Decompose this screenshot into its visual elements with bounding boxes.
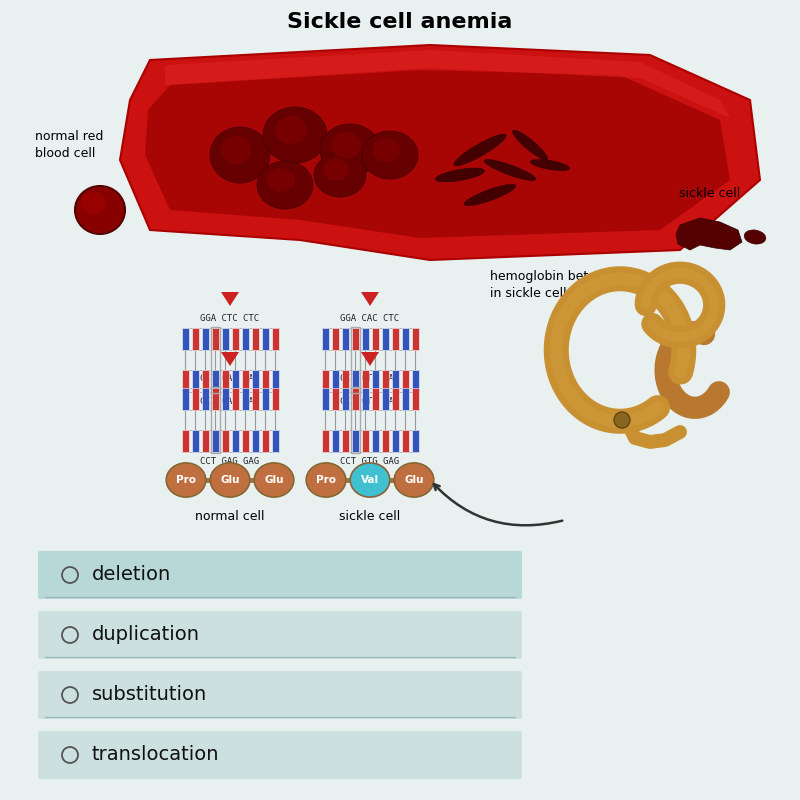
FancyBboxPatch shape [271,328,278,350]
FancyBboxPatch shape [38,551,522,599]
Polygon shape [361,292,379,306]
Text: duplication: duplication [92,626,200,645]
FancyBboxPatch shape [211,430,218,452]
FancyBboxPatch shape [191,388,198,410]
FancyBboxPatch shape [342,430,349,452]
Text: hemoglobin beta chain
in sickle cell: hemoglobin beta chain in sickle cell [490,270,634,300]
FancyBboxPatch shape [191,370,198,392]
FancyBboxPatch shape [362,388,369,410]
Polygon shape [165,50,730,118]
Text: GGA CAC CTC: GGA CAC CTC [341,314,399,323]
FancyBboxPatch shape [222,430,229,452]
Ellipse shape [306,463,346,497]
FancyBboxPatch shape [251,370,258,392]
FancyBboxPatch shape [231,370,238,392]
Text: normal cell: normal cell [195,510,265,523]
FancyBboxPatch shape [391,370,398,392]
FancyBboxPatch shape [402,430,409,452]
FancyBboxPatch shape [402,370,409,392]
FancyBboxPatch shape [371,430,378,452]
FancyBboxPatch shape [211,388,218,410]
FancyBboxPatch shape [322,430,329,452]
FancyBboxPatch shape [362,370,369,392]
Ellipse shape [362,131,418,179]
FancyBboxPatch shape [331,388,338,410]
Ellipse shape [394,463,434,497]
Text: CCT GTG GAG: CCT GTG GAG [341,374,399,383]
FancyBboxPatch shape [222,388,229,410]
FancyBboxPatch shape [182,430,189,452]
Ellipse shape [210,127,270,183]
Text: translocation: translocation [92,746,219,765]
FancyBboxPatch shape [231,430,238,452]
FancyBboxPatch shape [411,328,418,350]
Ellipse shape [484,159,536,181]
FancyBboxPatch shape [271,370,278,392]
Text: Glu: Glu [220,475,240,485]
Text: substitution: substitution [92,686,207,705]
Ellipse shape [314,153,366,197]
FancyBboxPatch shape [262,430,269,452]
Polygon shape [120,45,760,260]
FancyBboxPatch shape [191,430,198,452]
Text: Glu: Glu [404,475,424,485]
FancyBboxPatch shape [382,328,389,350]
Text: CCT GAG GAG: CCT GAG GAG [201,397,259,406]
FancyBboxPatch shape [242,430,249,452]
Text: CCT GTG GAG: CCT GTG GAG [341,457,399,466]
FancyBboxPatch shape [222,328,229,350]
FancyBboxPatch shape [331,328,338,350]
FancyBboxPatch shape [222,370,229,392]
Polygon shape [361,352,379,366]
FancyBboxPatch shape [351,370,358,392]
FancyBboxPatch shape [251,328,258,350]
Ellipse shape [320,124,380,176]
Ellipse shape [166,463,206,497]
Text: Sickle cell anemia: Sickle cell anemia [287,12,513,32]
Ellipse shape [530,159,570,170]
Ellipse shape [744,230,766,244]
FancyBboxPatch shape [402,328,409,350]
Text: sickle cell: sickle cell [339,510,401,523]
FancyBboxPatch shape [202,370,209,392]
Polygon shape [221,352,239,366]
Ellipse shape [257,161,313,209]
Text: Glu: Glu [264,475,284,485]
Ellipse shape [275,116,307,144]
FancyBboxPatch shape [38,731,522,779]
FancyBboxPatch shape [371,370,378,392]
Ellipse shape [435,168,485,182]
FancyBboxPatch shape [211,328,218,350]
Ellipse shape [350,463,390,497]
FancyBboxPatch shape [331,370,338,392]
Ellipse shape [513,130,547,160]
FancyBboxPatch shape [242,328,249,350]
FancyBboxPatch shape [182,328,189,350]
FancyBboxPatch shape [331,430,338,452]
Text: deletion: deletion [92,566,171,585]
Ellipse shape [254,463,294,497]
FancyBboxPatch shape [242,388,249,410]
FancyBboxPatch shape [251,388,258,410]
FancyBboxPatch shape [382,430,389,452]
FancyBboxPatch shape [262,370,269,392]
FancyBboxPatch shape [182,370,189,392]
FancyBboxPatch shape [342,388,349,410]
Text: Pro: Pro [176,475,196,485]
Ellipse shape [221,136,251,164]
FancyBboxPatch shape [202,430,209,452]
FancyBboxPatch shape [391,328,398,350]
Text: sickle cell: sickle cell [679,187,741,200]
Text: Val: Val [361,475,379,485]
FancyBboxPatch shape [262,328,269,350]
FancyBboxPatch shape [262,388,269,410]
Text: GGA CTC CTC: GGA CTC CTC [201,314,259,323]
FancyBboxPatch shape [351,430,358,452]
FancyBboxPatch shape [322,370,329,392]
FancyBboxPatch shape [211,370,218,392]
FancyBboxPatch shape [271,430,278,452]
Text: normal red
blood cell: normal red blood cell [35,130,103,160]
Ellipse shape [75,186,125,234]
FancyBboxPatch shape [182,388,189,410]
